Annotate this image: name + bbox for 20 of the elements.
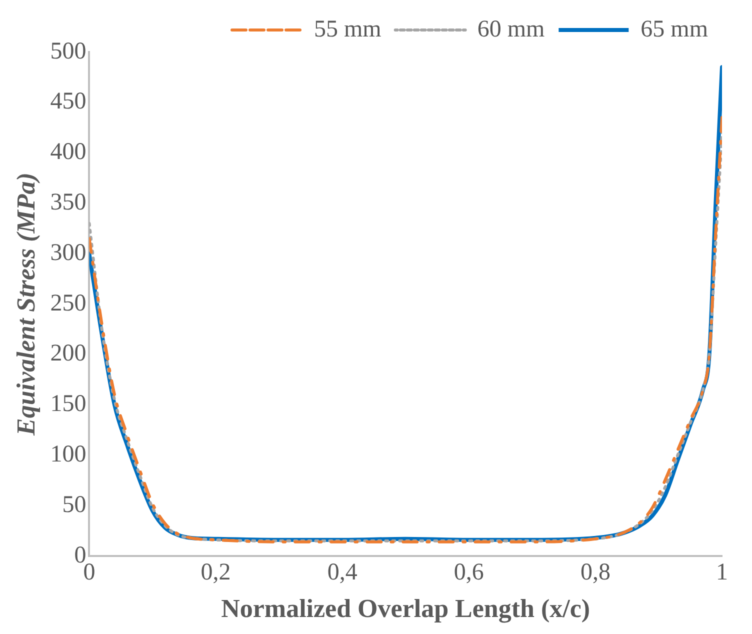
y-tick-label: 200 (50, 340, 86, 367)
y-tick-label: 50 (62, 492, 86, 518)
legend-label: 60 mm (477, 16, 545, 42)
legend-label: 65 mm (640, 16, 708, 42)
y-tick-label: 300 (50, 240, 86, 266)
x-tick-label: 1 (716, 560, 728, 586)
x-tick-label: 0,2 (200, 560, 231, 586)
x-tick-label: 0,8 (580, 560, 610, 586)
y-tick-label: 250 (50, 290, 86, 316)
x-tick-label: 0,4 (327, 560, 358, 586)
x-axis-title: Normalized Overlap Length (x/c) (221, 594, 590, 624)
x-tick-label: 0,6 (454, 560, 484, 586)
y-tick-label: 100 (50, 441, 86, 468)
y-tick-label: 150 (50, 391, 86, 418)
y-tick-label: 350 (50, 189, 86, 216)
legend-label: 55 mm (314, 16, 382, 42)
y-tick-label: 400 (50, 139, 86, 166)
y-tick-label: 500 (50, 38, 86, 64)
y-axis-title: Equivalent Stress (MPa) (11, 172, 40, 436)
y-tick-label: 450 (50, 88, 86, 115)
